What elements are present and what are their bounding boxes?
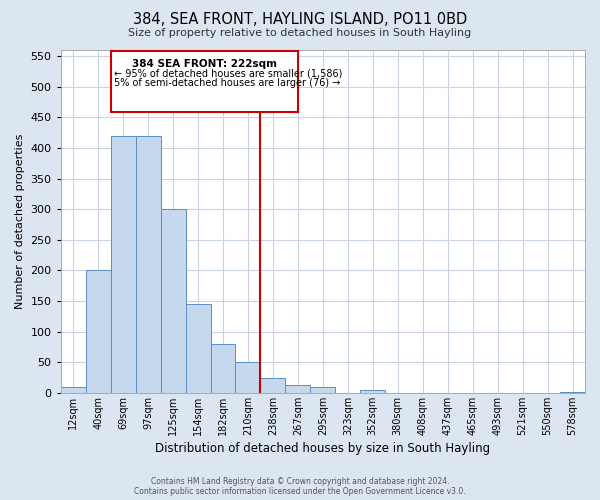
Bar [286,385,310,393]
Bar [161,209,185,393]
Bar [361,390,385,393]
Bar [86,270,110,393]
Bar [260,378,286,393]
Bar [560,392,585,393]
Text: Contains public sector information licensed under the Open Government Licence v3: Contains public sector information licen… [134,487,466,496]
Bar [211,344,235,393]
Bar [235,362,260,393]
Bar [185,304,211,393]
Bar [110,136,136,393]
Text: 384 SEA FRONT: 222sqm: 384 SEA FRONT: 222sqm [132,58,277,68]
Text: Contains HM Land Registry data © Crown copyright and database right 2024.: Contains HM Land Registry data © Crown c… [151,477,449,486]
Text: Size of property relative to detached houses in South Hayling: Size of property relative to detached ho… [128,28,472,38]
X-axis label: Distribution of detached houses by size in South Hayling: Distribution of detached houses by size … [155,442,490,455]
Bar [310,387,335,393]
Text: ← 95% of detached houses are smaller (1,586): ← 95% of detached houses are smaller (1,… [115,68,343,78]
Text: 384, SEA FRONT, HAYLING ISLAND, PO11 0BD: 384, SEA FRONT, HAYLING ISLAND, PO11 0BD [133,12,467,28]
Y-axis label: Number of detached properties: Number of detached properties [15,134,25,309]
Bar [110,51,298,112]
Bar [136,136,161,393]
Bar [61,387,86,393]
Text: 5% of semi-detached houses are larger (76) →: 5% of semi-detached houses are larger (7… [115,78,341,88]
